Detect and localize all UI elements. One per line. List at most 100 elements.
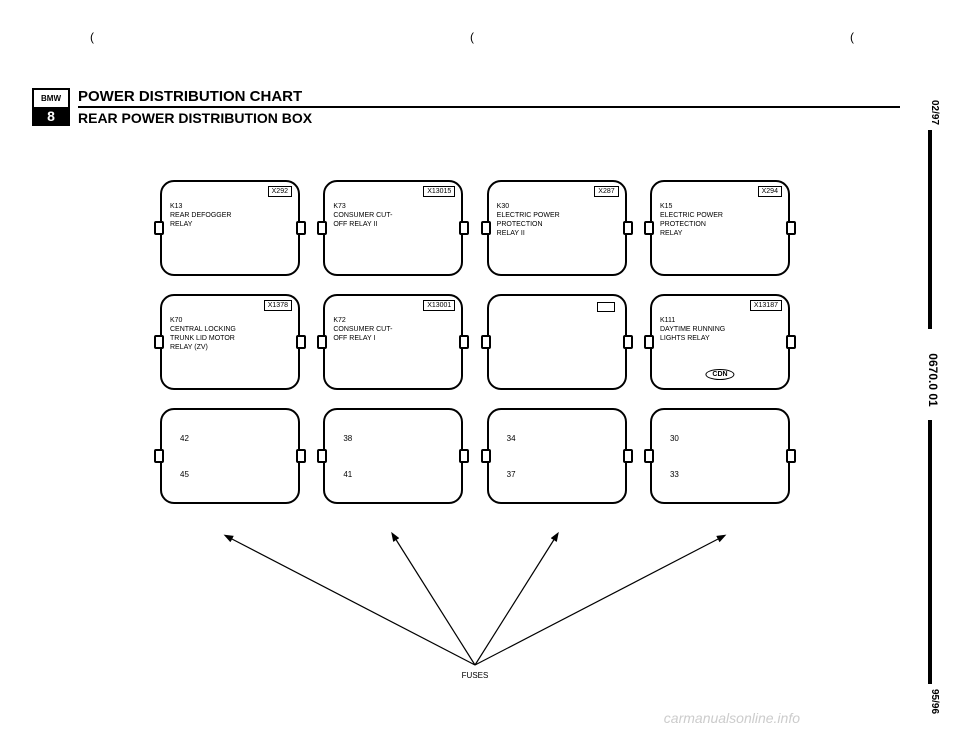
lug-icon bbox=[786, 221, 796, 235]
side-date-top: 02/97 bbox=[929, 100, 940, 125]
fuse-number: 33 bbox=[670, 470, 679, 480]
fuses-label: FUSES bbox=[462, 671, 489, 680]
relay-slot-empty bbox=[487, 294, 627, 390]
relay-label: RELAY bbox=[170, 220, 290, 229]
lug-icon bbox=[317, 221, 327, 235]
relay-label: LIGHTS RELAY bbox=[660, 334, 780, 343]
fuse-row: 42 45 38 41 34 37 30 33 bbox=[160, 408, 790, 504]
relay-slot-k13: X292 K13 REAR DEFOGGER RELAY bbox=[160, 180, 300, 276]
relay-row: X1378 K70 CENTRAL LOCKING TRUNK LID MOTO… bbox=[160, 294, 790, 390]
arrows: FUSES bbox=[160, 530, 790, 680]
side-bar bbox=[928, 420, 932, 684]
relay-label: TRUNK LID MOTOR bbox=[170, 334, 290, 343]
relay-id: K30 bbox=[497, 202, 617, 211]
page-mark: ( bbox=[90, 30, 94, 44]
lug-icon bbox=[459, 335, 469, 349]
lug-icon bbox=[154, 449, 164, 463]
fuse-number: 45 bbox=[180, 470, 189, 480]
lug-icon bbox=[623, 449, 633, 463]
watermark: carmanualsonline.info bbox=[664, 710, 800, 726]
side-bar bbox=[928, 130, 932, 329]
relay-id: K111 bbox=[660, 316, 780, 325]
relay-label: RELAY (ZV) bbox=[170, 343, 290, 352]
relay-slot-k15: X294 K15 ELECTRIC POWER PROTECTION RELAY bbox=[650, 180, 790, 276]
lug-icon bbox=[296, 221, 306, 235]
lug-icon bbox=[623, 335, 633, 349]
lug-icon bbox=[644, 449, 654, 463]
relay-label: PROTECTION bbox=[497, 220, 617, 229]
lug-icon bbox=[317, 335, 327, 349]
relay-slot-k111: X13187 K111 DAYTIME RUNNING LIGHTS RELAY… bbox=[650, 294, 790, 390]
relay-label: REAR DEFOGGER bbox=[170, 211, 290, 220]
relay-label: CONSUMER CUT- bbox=[333, 325, 453, 334]
lug-icon bbox=[317, 449, 327, 463]
blank-connector-icon bbox=[597, 302, 615, 312]
lug-icon bbox=[644, 335, 654, 349]
relay-slot-k73: X13015 K73 CONSUMER CUT- OFF RELAY II bbox=[323, 180, 463, 276]
side-date-bot: 95/96 bbox=[929, 689, 940, 714]
lug-icon bbox=[154, 335, 164, 349]
fuse-number: 41 bbox=[343, 470, 352, 480]
relay-id: K73 bbox=[333, 202, 453, 211]
cdn-badge: CDN bbox=[705, 369, 734, 380]
fuse-slot: 30 33 bbox=[650, 408, 790, 504]
lug-icon bbox=[296, 335, 306, 349]
lug-icon bbox=[786, 449, 796, 463]
fuse-slot: 38 41 bbox=[323, 408, 463, 504]
relay-label: DAYTIME RUNNING bbox=[660, 325, 780, 334]
relay-label: PROTECTION bbox=[660, 220, 780, 229]
relay-label: ELECTRIC POWER bbox=[660, 211, 780, 220]
relay-slot-k30: X287 K30 ELECTRIC POWER PROTECTION RELAY… bbox=[487, 180, 627, 276]
relay-slot-k70: X1378 K70 CENTRAL LOCKING TRUNK LID MOTO… bbox=[160, 294, 300, 390]
relay-label: OFF RELAY II bbox=[333, 220, 453, 229]
relay-slot-k72: X13001 K72 CONSUMER CUT- OFF RELAY I bbox=[323, 294, 463, 390]
page-mark: ( bbox=[470, 30, 474, 44]
relay-id: K72 bbox=[333, 316, 453, 325]
fuse-number: 38 bbox=[343, 434, 352, 444]
fuse-number: 42 bbox=[180, 434, 189, 444]
logo-brand: BMW bbox=[34, 90, 68, 107]
relay-grid: X292 K13 REAR DEFOGGER RELAY X13015 K73 … bbox=[160, 180, 790, 522]
lug-icon bbox=[481, 221, 491, 235]
connector-id: X13187 bbox=[750, 300, 782, 311]
page-subtitle: REAR POWER DISTRIBUTION BOX bbox=[78, 110, 312, 126]
relay-label: ELECTRIC POWER bbox=[497, 211, 617, 220]
fuse-slot: 34 37 bbox=[487, 408, 627, 504]
lug-icon bbox=[459, 449, 469, 463]
relay-label: CENTRAL LOCKING bbox=[170, 325, 290, 334]
lug-icon bbox=[296, 449, 306, 463]
relay-label: OFF RELAY I bbox=[333, 334, 453, 343]
bmw-logo: BMW 8 bbox=[32, 88, 70, 126]
relay-label: CONSUMER CUT- bbox=[333, 211, 453, 220]
relay-label: RELAY II bbox=[497, 229, 617, 238]
lug-icon bbox=[623, 221, 633, 235]
arrows-svg bbox=[160, 530, 790, 680]
page: ( ( ( BMW 8 POWER DISTRIBUTION CHART REA… bbox=[0, 0, 960, 744]
fuse-slot: 42 45 bbox=[160, 408, 300, 504]
relay-id: K70 bbox=[170, 316, 290, 325]
fuse-number: 37 bbox=[507, 470, 516, 480]
fuse-number: 30 bbox=[670, 434, 679, 444]
title-rule bbox=[78, 106, 900, 108]
fuse-number: 34 bbox=[507, 434, 516, 444]
lug-icon bbox=[786, 335, 796, 349]
lug-icon bbox=[481, 335, 491, 349]
lug-icon bbox=[154, 221, 164, 235]
page-title: POWER DISTRIBUTION CHART bbox=[78, 88, 302, 105]
lug-icon bbox=[481, 449, 491, 463]
relay-label: RELAY bbox=[660, 229, 780, 238]
side-docnum: 0670.0 01 bbox=[926, 353, 940, 406]
page-mark: ( bbox=[850, 30, 854, 44]
connector-id: X287 bbox=[594, 186, 618, 197]
connector-id: X292 bbox=[268, 186, 292, 197]
relay-id: K15 bbox=[660, 202, 780, 211]
lug-icon bbox=[644, 221, 654, 235]
connector-id: X13015 bbox=[423, 186, 455, 197]
connector-id: X294 bbox=[758, 186, 782, 197]
logo-series: 8 bbox=[34, 107, 68, 124]
connector-id: X13001 bbox=[423, 300, 455, 311]
lug-icon bbox=[459, 221, 469, 235]
connector-id: X1378 bbox=[264, 300, 292, 311]
relay-id: K13 bbox=[170, 202, 290, 211]
relay-row: X292 K13 REAR DEFOGGER RELAY X13015 K73 … bbox=[160, 180, 790, 276]
